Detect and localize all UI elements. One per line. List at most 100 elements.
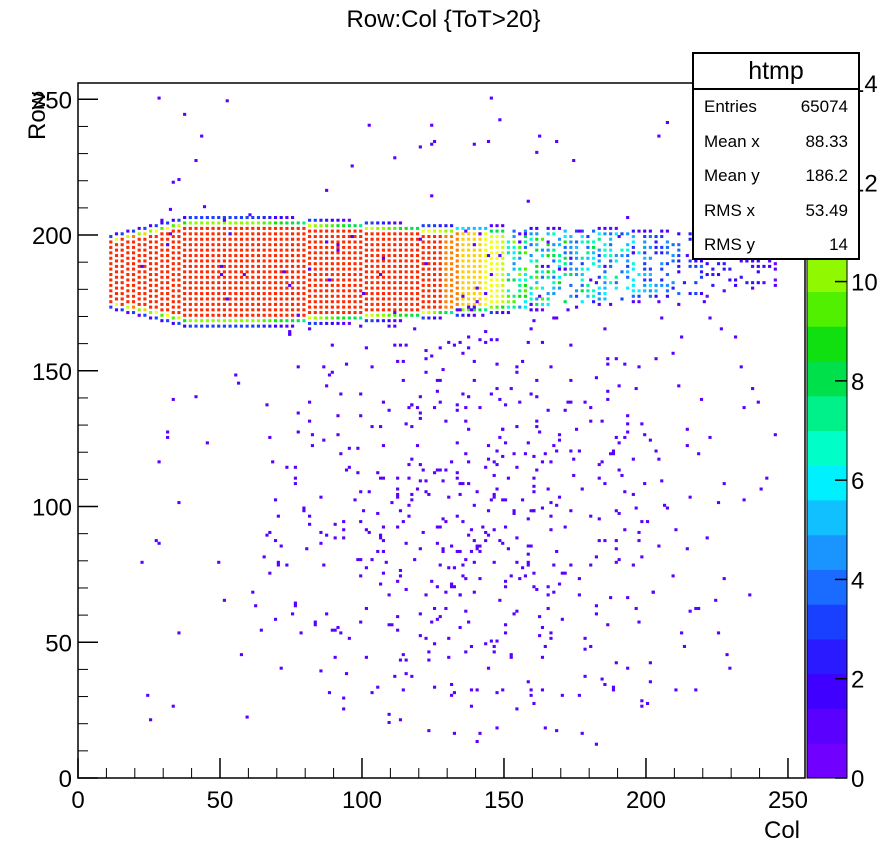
heatmap-bin	[589, 278, 593, 282]
heatmap-bin	[285, 281, 289, 285]
heatmap-bin	[114, 302, 119, 306]
heatmap-bin	[370, 237, 374, 241]
heatmap-bin	[114, 232, 119, 236]
heatmap-bin	[538, 634, 542, 638]
heatmap-bin	[586, 235, 590, 239]
heatmap-bin	[478, 731, 482, 735]
heatmap-bin	[631, 278, 635, 282]
heatmap-bin	[177, 218, 181, 222]
heatmap-bin	[370, 313, 374, 317]
heatmap-bin	[146, 693, 150, 697]
stats-label: Entries	[704, 97, 757, 116]
heatmap-bin	[688, 232, 692, 236]
heatmap-bin	[200, 216, 204, 220]
heatmap-bin	[501, 251, 505, 255]
heatmap-bin	[586, 283, 590, 287]
heatmap-bin	[325, 278, 329, 282]
heatmap-bin	[350, 164, 354, 168]
heatmap-bin	[120, 248, 124, 252]
heatmap-bin	[364, 243, 368, 247]
heatmap-bin	[648, 278, 652, 282]
heatmap-bin	[308, 235, 312, 239]
heatmap-bin	[404, 237, 408, 241]
heatmap-bin	[296, 313, 300, 317]
heatmap-bin	[211, 226, 215, 230]
heatmap-bin	[594, 612, 598, 616]
heatmap-bin	[665, 121, 669, 125]
heatmap-bin	[523, 273, 527, 277]
heatmap-bin	[677, 259, 681, 263]
heatmap-bin	[251, 313, 255, 317]
heatmap-bin	[515, 609, 519, 613]
heatmap-bin	[427, 278, 431, 282]
heatmap-bin	[308, 283, 312, 287]
heatmap-bin	[583, 647, 587, 651]
heatmap-bin	[251, 237, 255, 241]
heatmap-bin	[290, 297, 295, 301]
heatmap-bin	[342, 311, 346, 315]
heatmap-bin	[245, 715, 249, 719]
heatmap-bin	[347, 294, 351, 298]
heatmap-bin	[421, 229, 425, 233]
heatmap-bin	[333, 536, 337, 540]
heatmap-bin	[648, 438, 652, 442]
heatmap-bin	[535, 237, 539, 241]
heatmap-bin	[336, 245, 340, 249]
heatmap-bin	[327, 373, 332, 377]
heatmap-bin	[342, 283, 346, 287]
heatmap-bin	[211, 297, 215, 301]
heatmap-bin	[137, 270, 141, 274]
heatmap-bin	[540, 688, 545, 692]
heatmap-bin	[532, 571, 536, 575]
heatmap-bin	[711, 267, 715, 271]
heatmap-bin	[535, 297, 539, 301]
heatmap-bin	[222, 302, 226, 306]
stats-label: Mean y	[704, 166, 760, 185]
heatmap-bin	[535, 243, 539, 247]
heatmap-bin	[759, 487, 763, 491]
heatmap-bin	[432, 245, 437, 249]
heatmap-bin	[120, 302, 124, 306]
heatmap-bin	[523, 278, 527, 282]
heatmap-bin	[515, 465, 519, 469]
heatmap-bin	[387, 292, 391, 296]
heatmap-bin	[484, 330, 488, 334]
heatmap-bin	[381, 400, 385, 404]
heatmap-bin	[336, 224, 340, 228]
heatmap-bin	[430, 620, 434, 624]
heatmap-bin	[418, 463, 422, 467]
heatmap-bin	[114, 259, 119, 263]
heatmap-bin	[648, 267, 652, 271]
heatmap-bin	[415, 313, 420, 317]
heatmap-bin	[302, 319, 306, 323]
heatmap-bin	[359, 235, 363, 239]
heatmap-bin	[435, 468, 439, 472]
heatmap-bin	[489, 283, 493, 287]
heatmap-bin	[239, 653, 244, 657]
heatmap-bin	[438, 300, 442, 304]
heatmap-bin	[367, 490, 371, 494]
heatmap-bin	[160, 275, 164, 279]
heatmap-bin	[126, 245, 130, 249]
heatmap-bin	[330, 218, 334, 222]
heatmap-bin	[188, 275, 192, 279]
heatmap-bin	[435, 525, 439, 529]
heatmap-bin	[461, 351, 465, 355]
heatmap-bin	[293, 482, 297, 486]
y-tick-label: 150	[32, 359, 72, 386]
heatmap-bin	[131, 262, 136, 266]
heatmap-bin	[296, 302, 300, 306]
heatmap-bin	[330, 628, 334, 632]
heatmap-bin	[654, 235, 658, 239]
heatmap-bin	[396, 487, 400, 491]
palette-swatch	[807, 604, 847, 640]
heatmap-bin	[725, 653, 729, 657]
heatmap-bin	[273, 254, 278, 258]
heatmap-bin	[685, 427, 689, 431]
heatmap-bin	[481, 313, 485, 317]
heatmap-bin	[251, 292, 255, 296]
heatmap-bin	[200, 281, 204, 285]
heatmap-bin	[228, 243, 232, 247]
heatmap-bin	[626, 259, 630, 263]
heatmap-bin	[143, 308, 147, 312]
